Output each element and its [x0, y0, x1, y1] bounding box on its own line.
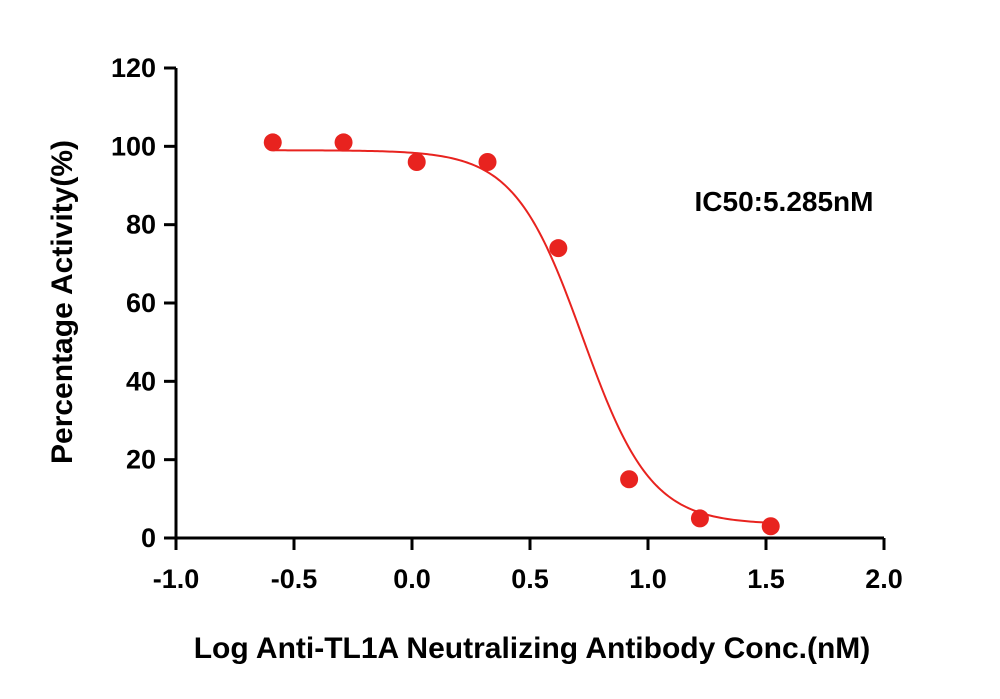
data-point — [620, 470, 639, 489]
ic50-annotation: IC50:5.285nM — [695, 186, 874, 217]
y-tick-label: 40 — [126, 366, 156, 396]
fit-curve — [272, 149, 771, 524]
axes — [174, 68, 884, 540]
data-point — [334, 133, 353, 152]
y-axis-title: Percentage Activity(%) — [46, 140, 79, 464]
y-tick-label: 60 — [126, 288, 156, 318]
x-tick-label: 0.0 — [393, 564, 431, 594]
y-tick-label: 100 — [111, 131, 156, 161]
y-tick-label: 20 — [126, 445, 156, 475]
data-point — [690, 509, 709, 528]
data-point — [478, 153, 497, 171]
y-tick-label: 0 — [141, 523, 156, 553]
plot-area — [263, 133, 780, 536]
x-tick-label: 1.0 — [629, 564, 667, 594]
y-axis-ticks: 0 20 40 60 80 100 120 — [111, 53, 176, 553]
x-tick-label: 2.0 — [865, 564, 903, 594]
x-axis-ticks: -1.0 -0.5 0.0 0.5 1.0 1.5 2.0 — [153, 538, 903, 594]
x-tick-label: 0.5 — [511, 564, 549, 594]
data-point — [407, 153, 426, 171]
data-point — [263, 133, 282, 152]
data-point — [549, 239, 568, 258]
y-tick-label: 80 — [126, 210, 156, 240]
x-tick-label: -0.5 — [271, 564, 318, 594]
x-tick-label: 1.5 — [747, 564, 785, 594]
x-axis-title: Log Anti-TL1A Neutralizing Antibody Conc… — [194, 632, 871, 665]
data-point — [761, 517, 780, 536]
y-tick-label: 120 — [111, 53, 156, 83]
x-tick-label: -1.0 — [153, 564, 200, 594]
